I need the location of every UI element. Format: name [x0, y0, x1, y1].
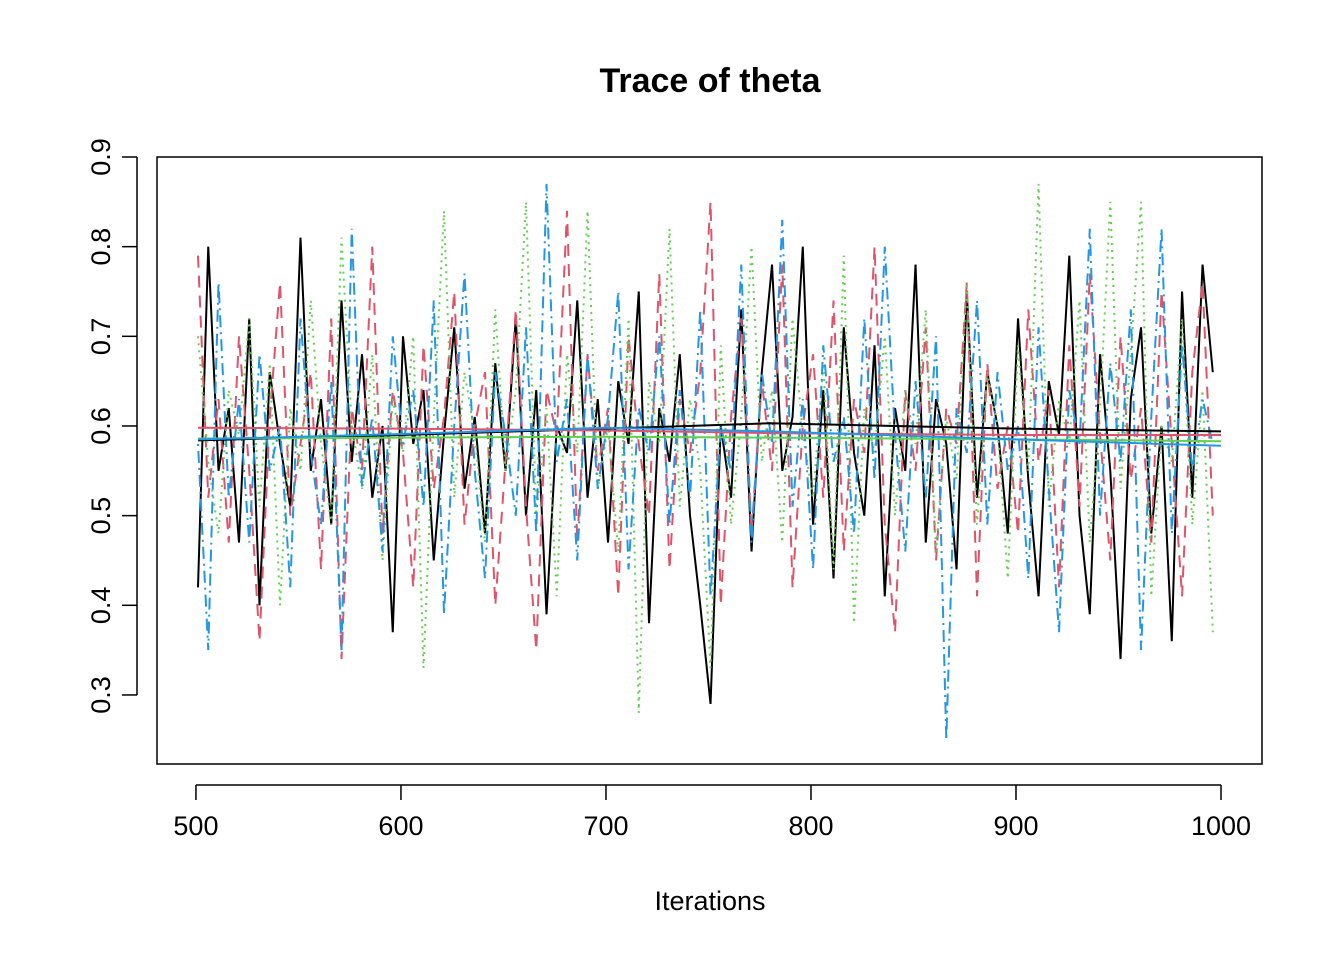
y-tick-label: 0.5	[86, 497, 116, 535]
trend-line	[197, 426, 1222, 447]
trace-line	[197, 183, 1214, 713]
y-tick-label: 0.9	[86, 138, 116, 176]
trace-line	[197, 201, 1214, 660]
x-tick-label: 500	[173, 811, 218, 841]
y-tick-label: 0.7	[86, 318, 116, 356]
y-tick-label: 0.3	[86, 676, 116, 714]
x-tick-label: 900	[993, 811, 1038, 841]
y-tick-label: 0.8	[86, 228, 116, 266]
x-tick-label: 700	[583, 811, 628, 841]
chart-title: Trace of theta	[599, 62, 821, 100]
y-tick-label: 0.4	[86, 587, 116, 625]
x-tick-label: 800	[788, 811, 833, 841]
trend-line	[197, 426, 1221, 436]
y-tick-label: 0.6	[86, 407, 116, 445]
x-axis-label: Iterations	[654, 886, 765, 916]
trace-line	[197, 183, 1214, 740]
plot-frame	[156, 156, 1263, 765]
x-tick-label: 1000	[1191, 811, 1251, 841]
x-tick-label: 600	[378, 811, 423, 841]
